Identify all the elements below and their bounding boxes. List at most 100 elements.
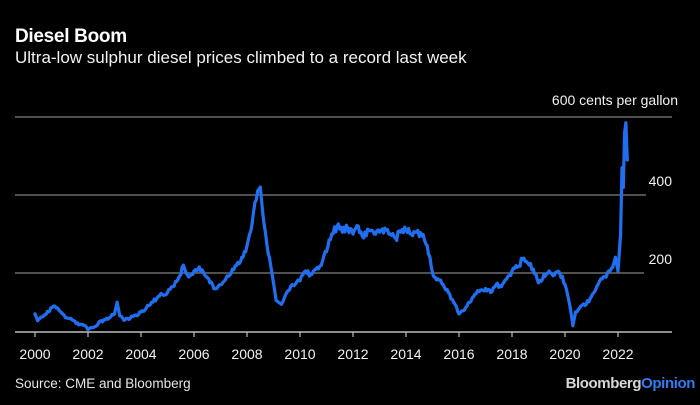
data-point bbox=[112, 312, 117, 316]
data-point bbox=[123, 318, 127, 322]
x-tick-label-2012: 2012 bbox=[337, 346, 368, 362]
data-point bbox=[589, 294, 594, 298]
data-point bbox=[70, 318, 74, 322]
data-point bbox=[261, 212, 265, 217]
data-point bbox=[388, 232, 392, 236]
x-tick-label-2010: 2010 bbox=[284, 346, 315, 362]
data-point bbox=[611, 265, 615, 269]
data-point bbox=[473, 292, 477, 296]
data-point bbox=[425, 244, 429, 248]
data-point bbox=[271, 281, 276, 285]
data-point bbox=[571, 324, 575, 328]
data-point bbox=[234, 263, 238, 267]
data-point bbox=[165, 290, 170, 295]
data-point bbox=[446, 290, 450, 295]
data-point bbox=[499, 285, 503, 289]
data-point bbox=[319, 263, 323, 267]
y-tick-label-200: 200 bbox=[649, 251, 673, 267]
data-point bbox=[118, 314, 122, 318]
y-axis-labels: 200 400 bbox=[649, 173, 673, 267]
data-point bbox=[362, 236, 366, 240]
data-point bbox=[139, 310, 143, 314]
gridlines bbox=[15, 116, 672, 274]
data-point bbox=[515, 265, 519, 269]
x-axis: 2000 2002 2004 2006 2008 2010 2012 2014 2016 2018… bbox=[15, 331, 672, 362]
data-point bbox=[187, 275, 191, 279]
brand-opinion: Opinion bbox=[641, 375, 695, 392]
data-point bbox=[330, 232, 334, 236]
data-point bbox=[399, 230, 403, 234]
data-point bbox=[468, 300, 472, 304]
data-point bbox=[372, 232, 376, 236]
data-point bbox=[457, 312, 461, 316]
y-axis-unit-label: 600 cents per gallon bbox=[551, 92, 678, 108]
data-point bbox=[81, 322, 85, 327]
data-point bbox=[324, 250, 329, 254]
data-point bbox=[510, 269, 514, 273]
data-point bbox=[335, 224, 339, 228]
data-point bbox=[542, 273, 546, 277]
data-point bbox=[441, 283, 445, 287]
data-point bbox=[383, 226, 387, 230]
data-point bbox=[38, 316, 42, 320]
series-layer bbox=[33, 121, 629, 332]
data-point bbox=[356, 224, 360, 228]
data-point bbox=[367, 228, 371, 232]
data-point bbox=[489, 290, 493, 295]
data-point bbox=[258, 185, 262, 189]
x-tick-label-2008: 2008 bbox=[231, 346, 262, 362]
data-point bbox=[46, 310, 50, 314]
data-point bbox=[134, 313, 138, 317]
x-tick-label-2014: 2014 bbox=[390, 346, 421, 362]
data-point bbox=[526, 261, 530, 265]
data-point bbox=[483, 287, 488, 291]
bloomberg-opinion-logo: BloombergOpinion bbox=[565, 375, 696, 392]
series-line-0 bbox=[33, 121, 629, 332]
data-point bbox=[521, 257, 525, 261]
brand-bloomberg: Bloomberg bbox=[565, 375, 642, 392]
data-point bbox=[245, 244, 249, 248]
data-point bbox=[279, 302, 283, 306]
data-point bbox=[102, 318, 106, 322]
data-point bbox=[552, 273, 557, 277]
data-point bbox=[256, 189, 260, 193]
x-tick-label-2016: 2016 bbox=[443, 346, 474, 362]
data-point bbox=[409, 232, 413, 236]
y-tick-label-400: 400 bbox=[649, 173, 673, 189]
data-point bbox=[505, 277, 509, 281]
data-point bbox=[314, 267, 318, 271]
data-point bbox=[616, 269, 620, 273]
data-point bbox=[128, 316, 132, 320]
data-point bbox=[181, 263, 185, 267]
data-point bbox=[420, 234, 424, 238]
data-point bbox=[250, 220, 254, 224]
data-point bbox=[298, 279, 302, 283]
data-point bbox=[59, 311, 64, 315]
data-point bbox=[155, 296, 159, 300]
data-point bbox=[86, 328, 90, 332]
data-point bbox=[309, 273, 313, 277]
data-point bbox=[240, 255, 244, 259]
data-point bbox=[415, 230, 419, 234]
data-point bbox=[605, 271, 610, 275]
data-point bbox=[547, 269, 551, 273]
data-point bbox=[462, 308, 466, 312]
data-point bbox=[91, 326, 95, 330]
data-point bbox=[531, 267, 535, 271]
data-point bbox=[574, 310, 578, 314]
x-tick-label-2018: 2018 bbox=[496, 346, 527, 362]
data-point bbox=[436, 277, 440, 281]
data-point bbox=[208, 281, 212, 285]
data-point bbox=[266, 251, 270, 256]
data-point bbox=[595, 285, 599, 289]
x-tick-label-2004: 2004 bbox=[125, 346, 156, 362]
data-point bbox=[107, 316, 111, 320]
data-point bbox=[346, 226, 350, 230]
x-tick-label-2000: 2000 bbox=[19, 346, 50, 362]
data-point bbox=[184, 271, 188, 275]
data-point bbox=[213, 287, 217, 291]
data-point bbox=[52, 304, 56, 308]
data-point bbox=[619, 232, 623, 236]
data-point bbox=[75, 321, 79, 325]
